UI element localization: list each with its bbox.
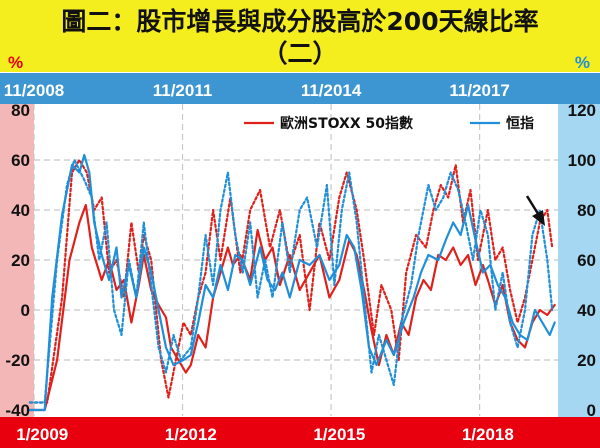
top-axis-band [0, 73, 600, 104]
bottom-tick-label: 1/2018 [462, 425, 514, 444]
legend: 歐洲STOXX 50指數 恒指 [244, 115, 534, 132]
bottom-tick-label: 1/2012 [165, 425, 217, 444]
right-axis-strip [558, 104, 600, 417]
chart-title: 圖二：股市增長與成分股高於200天線比率 [61, 7, 538, 36]
plot-lines [28, 153, 556, 412]
right-tick-label: 80 [577, 201, 596, 220]
bottom-tick-label: 1/2015 [313, 425, 365, 444]
series-line-3 [28, 158, 554, 404]
left-tick-label: 0 [21, 301, 30, 320]
arrow-annotation [525, 195, 545, 226]
right-tick-label: 20 [577, 351, 596, 370]
right-tick-label: 40 [577, 301, 596, 320]
bottom-tick-label: 1/2009 [16, 425, 68, 444]
left-tick-label: -20 [5, 351, 30, 370]
left-tick-label: 20 [11, 251, 30, 270]
top-tick-label: 11/2008 [4, 81, 65, 100]
series-line-0 [28, 203, 556, 412]
right-tick-label: 60 [577, 251, 596, 270]
bottom-axis-band [0, 417, 600, 448]
series-line-2 [28, 153, 556, 412]
legend-label-hsi: 恒指 [506, 115, 534, 132]
chart-subtitle: （二） [262, 39, 337, 68]
axis-ticks: 80 60 40 20 0 -20 -40 120 100 80 60 40 20 0 11/2008 11/… [4, 81, 596, 444]
right-tick-label: 120 [568, 101, 596, 120]
left-tick-label: 80 [11, 101, 30, 120]
right-tick-label: 100 [568, 151, 596, 170]
left-tick-label: -40 [5, 401, 30, 420]
left-axis-strip [0, 104, 34, 417]
left-tick-label: 40 [11, 201, 30, 220]
legend-label-stoxx: 歐洲STOXX 50指數 [280, 115, 413, 132]
top-tick-label: 11/2017 [449, 81, 510, 100]
top-tick-label: 11/2014 [301, 81, 362, 100]
title-band [0, 0, 600, 72]
right-unit-label: % [575, 53, 590, 72]
top-tick-label: 11/2011 [153, 81, 213, 100]
left-tick-label: 60 [11, 151, 30, 170]
left-unit-label: % [8, 53, 23, 72]
right-tick-label: 0 [587, 401, 596, 420]
